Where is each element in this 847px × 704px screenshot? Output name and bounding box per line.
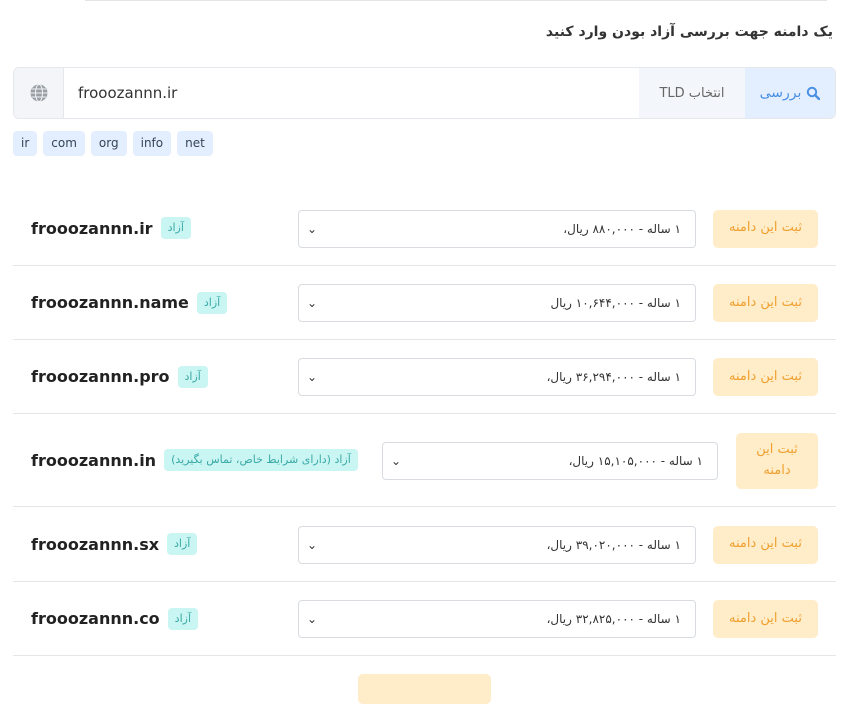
chevron-down-icon: ⌄ — [307, 370, 318, 384]
period-select[interactable]: ⌄ ۱ ساله - ۱۰,۶۴۴,۰۰۰ ریال — [298, 284, 696, 322]
status-badge: آزاد — [177, 365, 208, 388]
chevron-down-icon: ⌄ — [307, 537, 318, 552]
tld-chip[interactable]: org — [90, 131, 127, 156]
result-row: frooozannn.in آزاد (دارای شرایط خاص، تما… — [13, 414, 836, 507]
result-row: frooozannn.sx آزاد ⌄ ۱ ساله - ۳۹,۰۲۰,۰۰۰… — [13, 507, 836, 582]
period-select[interactable]: ⌄ ۱ ساله - ۳۹,۰۲۰,۰۰۰ ریال، — [298, 525, 696, 564]
register-domain-button[interactable]: ثبت این دامنه — [736, 432, 818, 489]
check-label: بررسی — [759, 85, 802, 101]
domain-input[interactable] — [64, 68, 639, 118]
register-domain-button[interactable]: ثبت این دامنه — [713, 209, 818, 248]
domain-name-cell: frooozannn.pro آزاد — [31, 365, 208, 388]
globe-icon — [14, 68, 64, 118]
register-domain-button[interactable]: ثبت این دامنه — [713, 600, 818, 638]
tld-chip[interactable]: info — [132, 131, 172, 156]
page-title: یک دامنه جهت بررسی آزاد بودن وارد کنید — [545, 24, 833, 40]
tld-chip[interactable]: ir — [13, 131, 38, 156]
price-option: ۱ ساله - ۱۵,۱۰۵,۰۰۰ ریال، — [568, 453, 703, 468]
chevron-down-icon: ⌄ — [307, 296, 318, 310]
result-row: frooozannn.pro آزاد ⌄ ۱ ساله - ۳۶,۲۹۴,۰۰… — [13, 340, 836, 414]
domain-name: frooozannn.pro — [31, 367, 170, 386]
domain-name-cell: frooozannn.ir آزاد — [31, 217, 191, 239]
domain-name-cell: frooozannn.sx آزاد — [31, 533, 198, 555]
price-option: ۱ ساله - ۳۹,۰۲۰,۰۰۰ ریال، — [546, 537, 681, 552]
domain-name-cell: frooozannn.in آزاد (دارای شرایط خاص، تما… — [31, 449, 358, 471]
domain-search-bar: بررسی انتخاب TLD — [13, 67, 836, 119]
tld-select-button[interactable]: انتخاب TLD — [639, 68, 745, 118]
domain-name: frooozannn.in — [31, 450, 157, 470]
status-badge: آزاد — [167, 607, 198, 630]
register-domain-button[interactable]: ثبت این دامنه — [713, 525, 818, 564]
domain-name: frooozannn.co — [31, 609, 160, 628]
period-select[interactable]: ⌄ ۱ ساله - ۱۵,۱۰۵,۰۰۰ ریال، — [382, 441, 718, 480]
register-domain-button[interactable]: ثبت این دامنه — [713, 358, 818, 396]
price-option: ۱ ساله - ۱۰,۶۴۴,۰۰۰ ریال — [550, 296, 681, 310]
register-domain-button[interactable]: ثبت این دامنه — [713, 284, 818, 322]
domain-name: frooozannn.sx — [31, 534, 160, 554]
tld-chips: ir com org info net — [13, 131, 213, 156]
period-select[interactable]: ⌄ ۱ ساله - ۳۶,۲۹۴,۰۰۰ ریال، — [298, 358, 696, 396]
domain-name-cell: frooozannn.name آزاد — [31, 291, 228, 314]
divider — [85, 0, 827, 1]
status-badge: آزاد — [196, 291, 228, 314]
chevron-down-icon: ⌄ — [391, 453, 402, 468]
result-row: frooozannn.ir آزاد ⌄ ۱ ساله - ۸۸۰,۰۰۰ ری… — [13, 191, 836, 266]
status-badge: آزاد — [167, 533, 198, 555]
price-option: ۱ ساله - ۳۲,۸۲۵,۰۰۰ ریال، — [546, 612, 681, 626]
result-row: frooozannn.name آزاد ⌄ ۱ ساله - ۱۰,۶۴۴,۰… — [13, 266, 836, 340]
price-option: ۱ ساله - ۳۶,۲۹۴,۰۰۰ ریال، — [546, 370, 681, 384]
tld-chip[interactable]: com — [43, 131, 85, 156]
period-select[interactable]: ⌄ ۱ ساله - ۸۸۰,۰۰۰ ریال، — [298, 209, 696, 248]
chevron-down-icon: ⌄ — [307, 612, 318, 626]
tld-chip[interactable]: net — [177, 131, 213, 156]
search-icon — [807, 86, 821, 100]
domain-name: frooozannn.ir — [31, 218, 153, 238]
domain-name-cell: frooozannn.co آزاد — [31, 607, 198, 630]
status-badge: آزاد — [160, 217, 191, 239]
chevron-down-icon: ⌄ — [307, 221, 318, 236]
price-option: ۱ ساله - ۸۸۰,۰۰۰ ریال، — [563, 221, 681, 236]
period-select[interactable]: ⌄ ۱ ساله - ۳۲,۸۲۵,۰۰۰ ریال، — [298, 600, 696, 638]
check-button[interactable]: بررسی — [745, 68, 835, 118]
more-button[interactable] — [358, 674, 491, 704]
domain-name: frooozannn.name — [31, 293, 189, 312]
result-row: frooozannn.co آزاد ⌄ ۱ ساله - ۳۲,۸۲۵,۰۰۰… — [13, 582, 836, 656]
status-badge: آزاد (دارای شرایط خاص، تماس بگیرید) — [164, 449, 358, 471]
